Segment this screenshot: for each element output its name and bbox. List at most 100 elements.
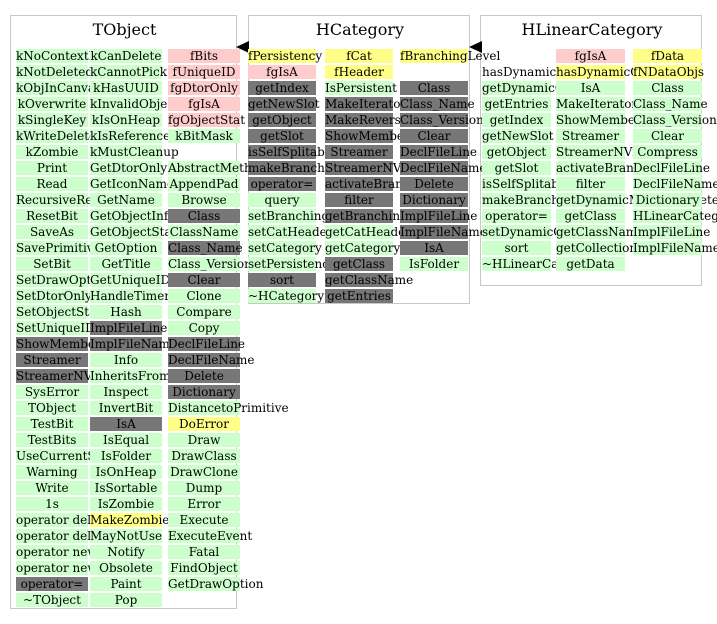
member-cell: InvertBit bbox=[90, 401, 162, 415]
member-cell: fData bbox=[633, 49, 702, 63]
member-cell: Print bbox=[16, 161, 88, 175]
member-cell: isSelfSplitable bbox=[248, 145, 336, 159]
member-cell: ExecuteEvent bbox=[168, 529, 253, 543]
member-cell: setCategory bbox=[248, 241, 322, 255]
member-cell: Clear bbox=[168, 273, 240, 287]
member-cell: ImplFileName bbox=[633, 241, 717, 255]
member-cell: DeclFileName bbox=[633, 177, 717, 191]
member-cell: Compare bbox=[168, 305, 240, 319]
member-cell: kHasUUID bbox=[90, 81, 162, 95]
member-cell: DeclFileName bbox=[400, 161, 487, 175]
member-cell: IsFolder bbox=[90, 449, 162, 463]
member-cell: Inspect bbox=[90, 385, 162, 399]
member-cell: RecursiveRemove bbox=[16, 193, 125, 207]
member-cell: IsA bbox=[400, 241, 468, 255]
member-cell: HLinearCategory bbox=[633, 209, 717, 223]
member-cell: getObject bbox=[482, 145, 551, 159]
member-cell: getEntries bbox=[325, 289, 393, 303]
member-cell: Class bbox=[633, 81, 702, 95]
member-cell: fNDataObjs bbox=[633, 65, 705, 79]
member-cell: activateBranch bbox=[556, 161, 649, 175]
member-cell: Write bbox=[16, 481, 88, 495]
member-cell: Error bbox=[168, 497, 240, 511]
class-title: TObject bbox=[92, 20, 157, 39]
member-cell: IsSortable bbox=[90, 481, 162, 495]
member-cell: getCatHeader bbox=[325, 225, 412, 239]
member-cell: getClass bbox=[556, 209, 625, 223]
member-cell: MakeIterator bbox=[556, 97, 638, 111]
member-cell: getNewSlot bbox=[248, 97, 320, 111]
member-cell: ImplFileName bbox=[90, 337, 177, 351]
member-cell: SetBit bbox=[16, 257, 88, 271]
member-cell: getObject bbox=[248, 113, 316, 127]
member-cell: MakeReverseIterator bbox=[325, 113, 456, 127]
member-cell: Notify bbox=[90, 545, 162, 559]
member-cell: fgIsA bbox=[556, 49, 625, 63]
member-cell: SetDtorOnly bbox=[16, 289, 92, 303]
member-cell: getSlot bbox=[248, 129, 316, 143]
member-cell: getClass bbox=[325, 257, 393, 271]
member-cell: getNewSlot bbox=[482, 129, 554, 143]
member-cell: GetIconName bbox=[90, 177, 175, 191]
member-cell: Class_Version bbox=[633, 113, 717, 127]
member-cell: kIsOnHeap bbox=[90, 113, 162, 127]
member-cell: sort bbox=[248, 273, 316, 287]
member-cell: getIndex bbox=[248, 81, 316, 95]
member-cell: ~HCategory bbox=[248, 289, 325, 303]
class-title: HLinearCategory bbox=[521, 20, 663, 39]
member-cell: Clear bbox=[633, 129, 702, 143]
member-cell: fgObjectStat bbox=[168, 113, 246, 127]
member-cell: kIsReferenced bbox=[90, 129, 178, 143]
member-cell: Dictionary bbox=[633, 193, 702, 207]
member-cell: ~HLinearCategory bbox=[482, 257, 598, 271]
member-cell: StreamerNVirtual bbox=[16, 369, 126, 383]
member-cell: activateBranch bbox=[325, 177, 418, 191]
member-cell: fBits bbox=[168, 49, 240, 63]
member-cell: DeclFileLine bbox=[400, 145, 478, 159]
member-cell: fgDtorOnly bbox=[168, 81, 240, 95]
member-cell: Read bbox=[16, 177, 88, 191]
member-cell: GetTitle bbox=[90, 257, 162, 271]
member-cell: GetObjectInfo bbox=[90, 209, 176, 223]
member-cell: Paint bbox=[90, 577, 162, 591]
member-cell: Streamer bbox=[325, 145, 393, 159]
member-cell: Dictionary bbox=[168, 385, 240, 399]
member-cell: getEntries bbox=[482, 97, 551, 111]
member-cell: DoError bbox=[168, 417, 240, 431]
member-cell: ImplFileName bbox=[400, 225, 487, 239]
member-cell: getBranchingLevel bbox=[325, 209, 441, 223]
member-cell: DistancetoPrimitive bbox=[168, 401, 289, 415]
member-cell: GetName bbox=[90, 193, 162, 207]
member-cell: FindObject bbox=[168, 561, 240, 575]
member-cell: Clear bbox=[400, 129, 468, 143]
member-cell: IsPersistent bbox=[325, 81, 397, 95]
member-cell: getClassName bbox=[325, 273, 414, 287]
member-cell: Dump bbox=[168, 481, 240, 495]
member-cell: DeclFileLine bbox=[633, 161, 711, 175]
member-cell: IsOnHeap bbox=[90, 465, 162, 479]
member-cell: Class_Version bbox=[168, 257, 252, 271]
member-cell: hasDynamicObjects bbox=[482, 65, 603, 79]
member-cell: GetOption bbox=[90, 241, 162, 255]
member-cell: fHeader bbox=[325, 65, 393, 79]
member-cell: operator delete bbox=[16, 513, 111, 527]
member-cell: ~TObject bbox=[16, 593, 88, 607]
class-box-hcategory: HCategory bbox=[248, 15, 470, 304]
member-cell: getIndex bbox=[482, 113, 551, 127]
member-cell: GetDtorOnly bbox=[90, 161, 168, 175]
member-cell: TObject bbox=[16, 401, 88, 415]
member-cell: getClassName bbox=[556, 225, 645, 239]
member-cell: fPersistency bbox=[248, 49, 323, 63]
member-cell: ShowMembers bbox=[16, 337, 107, 351]
member-cell: ClassName bbox=[168, 225, 240, 239]
member-cell: Info bbox=[90, 353, 162, 367]
member-cell: isSelfSplitable bbox=[482, 177, 570, 191]
member-cell: MakeIterator bbox=[325, 97, 407, 111]
member-cell: operator= bbox=[248, 177, 316, 191]
member-cell: TestBit bbox=[16, 417, 88, 431]
member-cell: ImplFileLine bbox=[400, 209, 478, 223]
member-cell: operator new[] bbox=[16, 561, 107, 575]
member-cell: kNoContextMenu bbox=[16, 49, 124, 63]
member-cell: operator delete[] bbox=[16, 529, 120, 543]
